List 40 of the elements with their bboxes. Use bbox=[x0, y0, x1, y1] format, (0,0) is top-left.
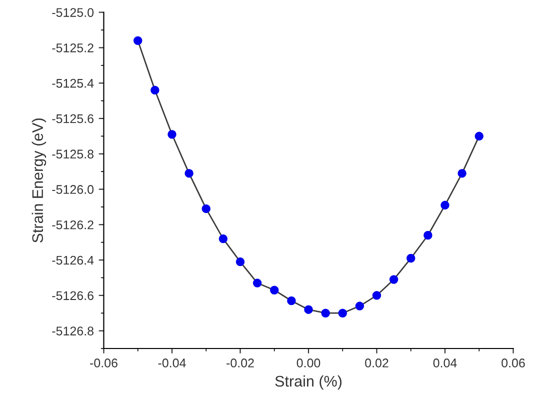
point bbox=[338, 308, 347, 318]
point bbox=[287, 296, 296, 306]
point bbox=[372, 291, 382, 300]
x-tick-label: -0.06 bbox=[90, 358, 118, 368]
y-tick-label: -5125.0 bbox=[52, 8, 94, 17]
point bbox=[150, 86, 160, 95]
point bbox=[321, 308, 330, 318]
point bbox=[440, 200, 450, 210]
point bbox=[424, 230, 432, 240]
x-tick-label: 0.06 bbox=[502, 358, 525, 368]
x-tick-label: -0.04 bbox=[158, 358, 186, 368]
point bbox=[133, 36, 142, 45]
point bbox=[406, 254, 416, 263]
point bbox=[389, 275, 398, 284]
point bbox=[168, 130, 176, 139]
y-tick-label: -5125.2 bbox=[52, 43, 94, 52]
point bbox=[202, 204, 210, 214]
y-tick-label: -5125.4 bbox=[52, 78, 94, 88]
y-tick-label: -5125.8 bbox=[52, 150, 94, 159]
point bbox=[252, 278, 262, 288]
point bbox=[218, 234, 228, 244]
point bbox=[474, 132, 484, 141]
x-tick-label: 0.00 bbox=[296, 358, 320, 368]
y-tick-label: -5126.4 bbox=[52, 256, 94, 265]
point bbox=[458, 168, 466, 178]
y-tick-label: -5126.6 bbox=[52, 291, 94, 300]
x-tick-label: 0.04 bbox=[433, 358, 457, 368]
x-axis-title: Strain (%) bbox=[275, 375, 342, 390]
point bbox=[355, 302, 364, 310]
y-axis-title: Strain Energy (eV) bbox=[32, 118, 46, 243]
y-tick-label: -5126.8 bbox=[52, 326, 94, 336]
y-tick-label: -5126.2 bbox=[52, 220, 94, 230]
y-tick-label: -5126.0 bbox=[52, 185, 94, 194]
x-tick-label: 0.02 bbox=[365, 358, 388, 368]
point bbox=[270, 286, 279, 294]
point bbox=[184, 168, 194, 178]
y-tick-label: -5125.6 bbox=[52, 114, 94, 124]
point bbox=[304, 305, 313, 314]
point bbox=[236, 257, 245, 266]
x-tick-label: -0.02 bbox=[226, 358, 254, 368]
